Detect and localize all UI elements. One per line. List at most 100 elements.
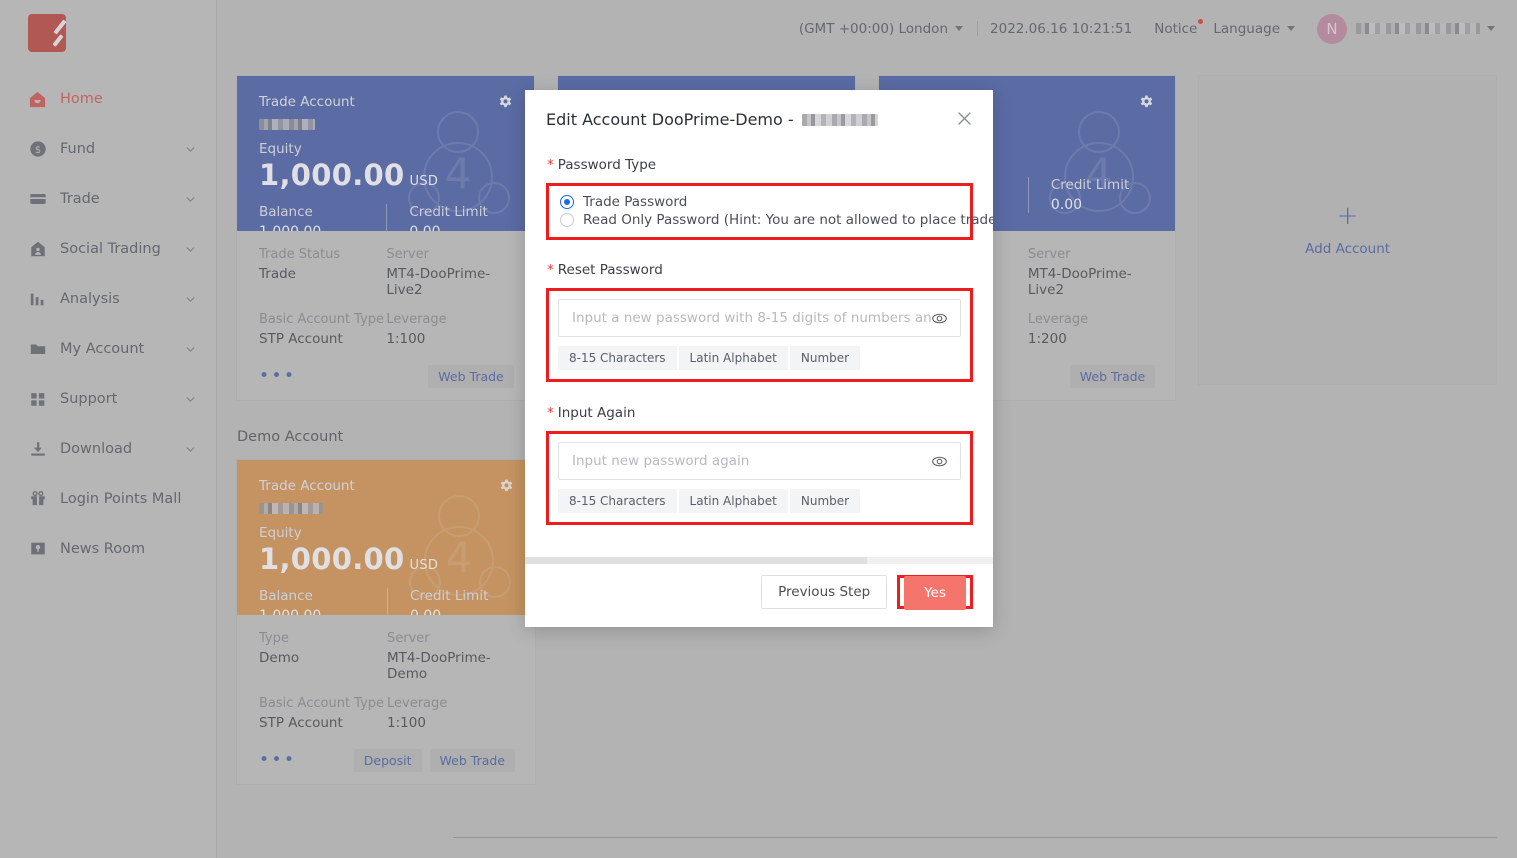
gear-icon[interactable]	[1138, 94, 1155, 111]
chevron-down-icon	[184, 443, 196, 455]
detail-key: Trade Status	[259, 247, 341, 262]
sidebar-item-download[interactable]: Download	[0, 424, 216, 474]
detail-value: 1:100	[386, 331, 426, 347]
detail-value: MT4-DooPrime-Live2	[386, 266, 491, 298]
web-trade-button[interactable]: Web Trade	[1069, 365, 1156, 388]
equity-label: Equity	[259, 141, 302, 157]
sidebar-item-my-account[interactable]: My Account	[0, 324, 216, 374]
balance-stat: Balance 1,000.00	[259, 588, 387, 615]
radio-option-trade-password[interactable]: Trade Password	[560, 194, 962, 210]
previous-step-button[interactable]: Previous Step	[761, 574, 888, 609]
sidebar: Home $ Fund Trade Social Trading	[0, 0, 217, 858]
language-selector[interactable]: Language	[1213, 21, 1295, 37]
confirm-button-highlight: Yes	[897, 575, 973, 611]
radio-label: Trade Password	[583, 194, 688, 210]
page-bottom-divider	[453, 837, 1497, 838]
reset-password-group: 8-15 Characters Latin Alphabet Number	[546, 288, 973, 382]
credit-limit-value: 0.00	[409, 224, 513, 231]
detail-row: Trade Status Trade Server MT4-DooPrime-L…	[259, 247, 514, 298]
detail-key: Server	[387, 631, 430, 646]
confirm-button[interactable]: Yes	[904, 576, 966, 611]
dialog-horizontal-scrollbar[interactable]	[525, 556, 993, 564]
input-again-input[interactable]	[572, 453, 931, 469]
more-options-icon[interactable]: •••	[259, 366, 297, 386]
eye-icon[interactable]	[931, 310, 948, 327]
grid-icon	[28, 390, 47, 409]
top-header: (GMT +00:00) London 2022.06.16 10:21:51 …	[217, 0, 1517, 57]
account-card-footer: ••• Web Trade	[259, 361, 514, 388]
credit-limit-value: 0.00	[410, 608, 515, 615]
sidebar-item-home[interactable]: Home	[0, 74, 216, 124]
detail-key: Leverage	[387, 696, 448, 711]
detail-item: Leverage 1:100	[387, 696, 515, 731]
detail-item: Trade Status Trade	[259, 247, 386, 298]
detail-value: STP Account	[259, 331, 343, 347]
input-again-field-wrap[interactable]	[558, 442, 961, 480]
chevron-down-icon	[1487, 26, 1495, 31]
credit-limit-label: Credit Limit	[409, 204, 488, 220]
rule-chip: Latin Alphabet	[678, 346, 788, 370]
account-card: 4 Trade Account Equity 1,000.00 USD	[236, 75, 535, 401]
more-options-icon[interactable]: •••	[259, 750, 297, 770]
account-number-masked	[259, 503, 323, 514]
required-mark: *	[547, 405, 554, 421]
deposit-button[interactable]: Deposit	[353, 749, 422, 772]
sidebar-item-label: Fund	[60, 141, 96, 157]
add-account-card[interactable]: + Add Account	[1198, 75, 1497, 385]
close-icon[interactable]	[956, 110, 973, 127]
detail-item: Server MT4-DooPrime-Live2	[1028, 247, 1155, 298]
detail-row: Leverage 1:200	[901, 312, 1156, 347]
divider	[977, 21, 979, 36]
eye-icon[interactable]	[931, 453, 948, 470]
chevron-down-icon	[184, 193, 196, 205]
card-title: Trade Account	[259, 94, 355, 110]
sidebar-item-fund[interactable]: $ Fund	[0, 124, 216, 174]
sidebar-item-login-points-mall[interactable]: Login Points Mall	[0, 474, 216, 524]
brand-logo[interactable]	[28, 14, 66, 52]
brand-logo-wrap[interactable]	[0, 0, 216, 74]
avatar: N	[1317, 13, 1347, 44]
reset-password-label-text: Reset Password	[557, 262, 663, 278]
sidebar-item-label: Login Points Mall	[60, 491, 182, 507]
detail-key: Leverage	[386, 312, 447, 327]
sidebar-item-news-room[interactable]: News Room	[0, 524, 216, 574]
detail-value: STP Account	[259, 715, 343, 731]
detail-item: Basic Account Type STP Account	[259, 696, 387, 731]
detail-key: Basic Account Type	[259, 312, 385, 327]
radio-icon[interactable]	[560, 213, 574, 227]
currency-label: USD	[409, 558, 439, 573]
detail-value: 1:200	[1027, 331, 1067, 347]
gear-icon[interactable]	[497, 94, 514, 111]
web-trade-button[interactable]: Web Trade	[429, 749, 515, 772]
reset-password-field-wrap[interactable]	[558, 299, 961, 337]
balance-stat: Balance 1,000.00	[259, 204, 386, 231]
radio-icon[interactable]	[560, 195, 574, 209]
plus-icon: +	[1336, 201, 1359, 231]
password-type-label: * Password Type	[547, 157, 973, 173]
notice-button[interactable]: Notice	[1154, 18, 1204, 37]
sidebar-item-trade[interactable]: Trade	[0, 174, 216, 224]
account-card-footer: ••• Deposit Web Trade	[259, 745, 515, 772]
gear-icon[interactable]	[498, 478, 515, 495]
account-card-body: Server MT4-DooPrime-Live2 Leverage 1:200	[879, 231, 1176, 400]
scrollbar-thumb[interactable]	[525, 556, 867, 564]
input-again-label-text: Input Again	[557, 405, 636, 421]
timezone-selector[interactable]: (GMT +00:00) London	[799, 21, 964, 37]
sidebar-item-analysis[interactable]: Analysis	[0, 274, 216, 324]
sidebar-item-support[interactable]: Support	[0, 374, 216, 424]
web-trade-button[interactable]: Web Trade	[428, 365, 514, 388]
account-number-masked	[259, 119, 315, 130]
user-menu[interactable]: N	[1317, 13, 1495, 44]
radio-option-read-only-password[interactable]: Read Only Password (Hint: You are not al…	[560, 212, 993, 228]
bar-chart-icon	[28, 290, 47, 309]
balance-label: Balance	[259, 204, 313, 220]
reset-password-input[interactable]	[572, 310, 931, 326]
input-again-rules: 8-15 Characters Latin Alphabet Number	[558, 489, 961, 513]
credit-limit-value: 0.00	[1050, 197, 1083, 213]
rule-chip: 8-15 Characters	[558, 489, 677, 513]
add-account-label: Add Account	[1305, 241, 1391, 257]
equity-value: 1,000.00	[259, 158, 405, 192]
sidebar-item-social-trading[interactable]: Social Trading	[0, 224, 216, 274]
detail-item: Leverage 1:100	[386, 312, 513, 347]
chevron-down-icon	[184, 143, 196, 155]
